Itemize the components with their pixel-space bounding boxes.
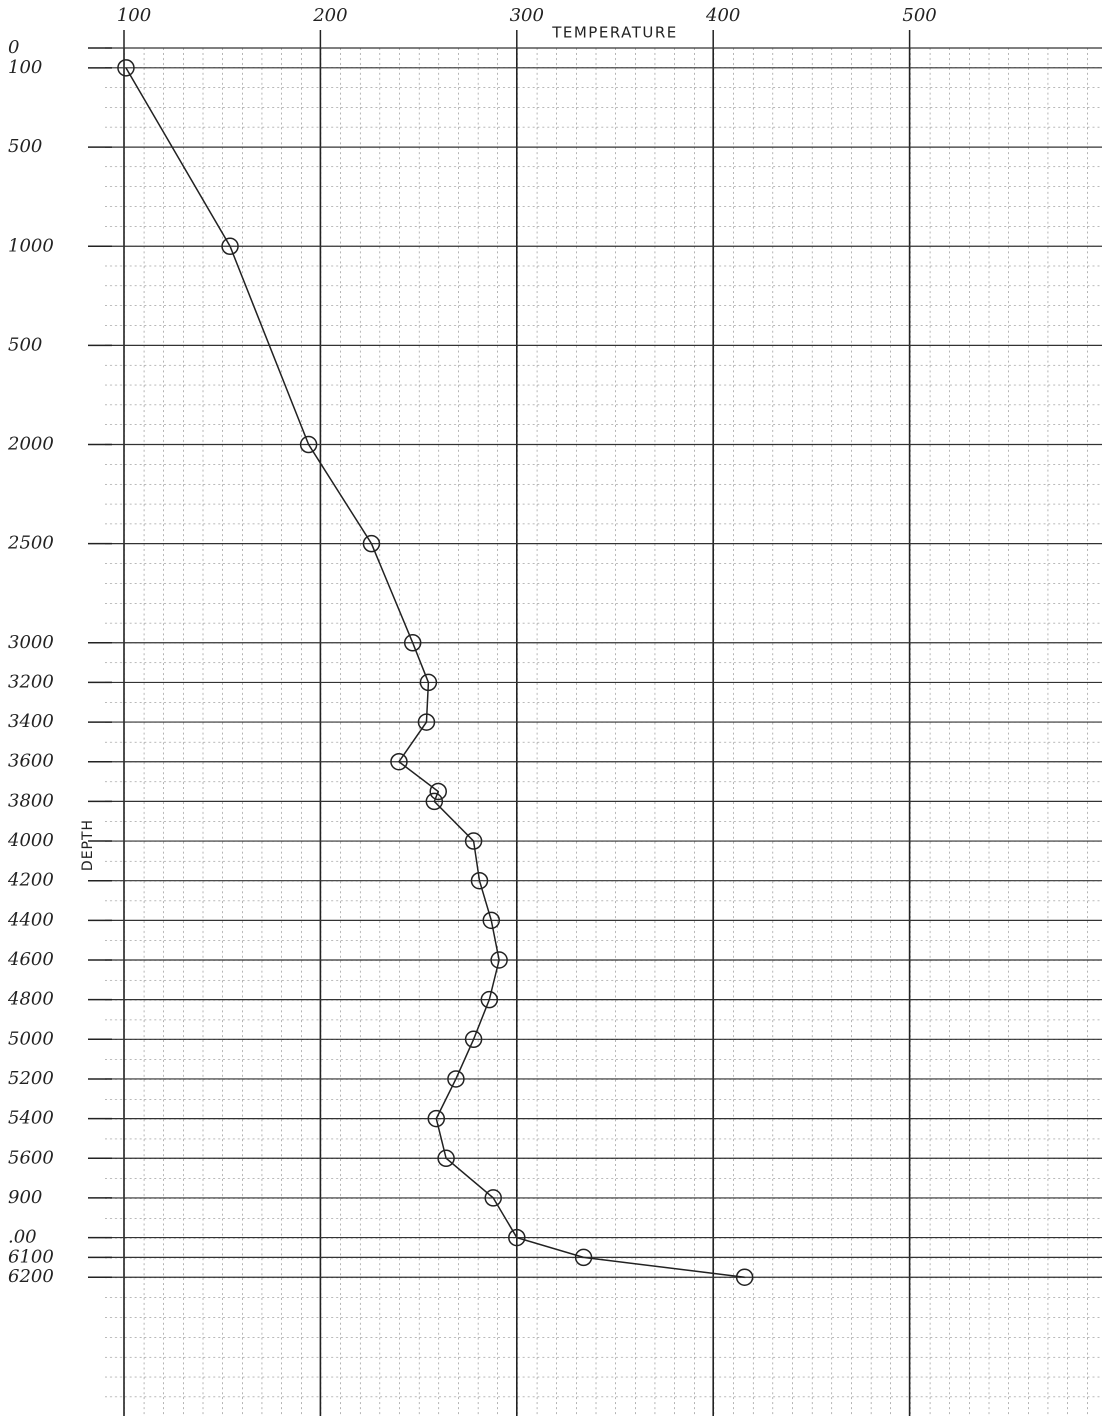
y-tick-label: 5000 xyxy=(8,1028,54,1049)
data-point xyxy=(427,1109,446,1128)
y-tick-label: 3000 xyxy=(8,632,54,653)
y-tick-label: 500 xyxy=(8,136,42,157)
x-tick-label: 300 xyxy=(510,5,544,26)
data-point xyxy=(362,534,381,553)
y-tick-label: 5200 xyxy=(8,1068,54,1089)
data-point xyxy=(117,59,135,77)
y-tick-label: 4800 xyxy=(7,989,54,1010)
x-tick-label: 400 xyxy=(705,5,740,26)
y-tick-label: 6100 xyxy=(8,1246,54,1267)
y-tick-label: 3800 xyxy=(8,790,54,811)
x-tick-label: 100 xyxy=(117,5,151,26)
data-point xyxy=(482,911,501,930)
y-tick-label: 3400 xyxy=(8,711,54,732)
data-point xyxy=(464,1030,483,1049)
data-point xyxy=(490,951,508,969)
y-tick-label: .00 xyxy=(8,1227,37,1248)
data-point xyxy=(735,1268,754,1286)
data-point xyxy=(470,871,489,890)
data-point xyxy=(508,1228,526,1247)
data-point xyxy=(464,832,483,850)
y-tick-label: 900 xyxy=(8,1187,42,1208)
data-point xyxy=(429,782,447,801)
x-axis-label: TEMPERATURE xyxy=(551,24,678,42)
data-point xyxy=(390,752,408,771)
y-tick-label: 4200 xyxy=(7,870,54,891)
y-tick-label: 6200 xyxy=(8,1266,54,1287)
y-tick-label: 1000 xyxy=(8,235,54,256)
data-point xyxy=(417,713,436,731)
data-point xyxy=(480,990,499,1009)
x-tick-label: 500 xyxy=(902,5,936,26)
graph-paper xyxy=(105,48,1102,1416)
y-tick-label: 3200 xyxy=(8,671,54,692)
y-tick-label: 4000 xyxy=(7,830,54,851)
data-point xyxy=(221,237,239,256)
data-point xyxy=(403,634,422,652)
data-point xyxy=(484,1189,502,1207)
data-point xyxy=(419,673,438,692)
x-tick-label: 200 xyxy=(312,5,347,26)
y-tick-label: 5400 xyxy=(8,1108,54,1129)
y-tick-label: 5600 xyxy=(8,1147,54,1168)
data-point xyxy=(437,1149,455,1168)
data-point xyxy=(447,1070,465,1088)
y-tick-label: 0 xyxy=(8,37,19,58)
y-tick-label: 100 xyxy=(8,57,42,78)
data-point xyxy=(299,435,318,454)
y-tick-label: 4400 xyxy=(7,909,54,930)
data-line xyxy=(125,67,745,1278)
data-point xyxy=(574,1248,593,1267)
y-tick-label: 500 xyxy=(8,334,42,355)
y-tick-label: 3600 xyxy=(8,751,54,772)
y-tick-label: 4600 xyxy=(7,949,54,970)
y-tick-label: 2500 xyxy=(7,533,54,554)
data-point xyxy=(425,792,444,811)
y-axis-label: DEPTH xyxy=(80,819,96,871)
y-tick-label: 2000 xyxy=(7,434,54,455)
